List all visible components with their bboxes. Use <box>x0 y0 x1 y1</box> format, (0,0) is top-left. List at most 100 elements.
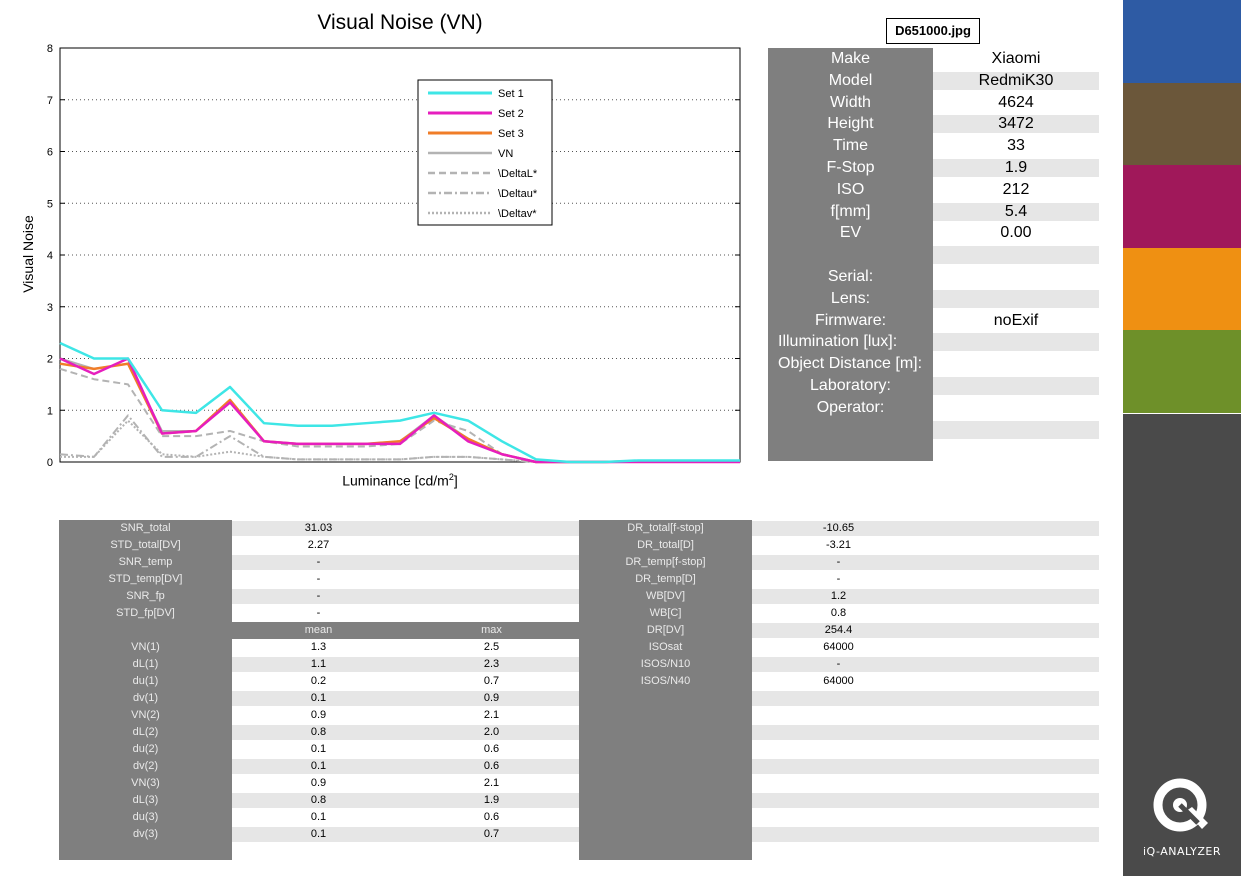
cell-value: 2.0 <box>483 726 500 738</box>
row-label: SNR_total <box>120 522 171 534</box>
table-row: VN(2) 0.9 2.1 <box>59 707 579 724</box>
exif-row: ISO 212 <box>768 179 1099 201</box>
row-label: ISOS/N40 <box>640 675 691 687</box>
table-row: DR[DV] 254.4 <box>579 622 1099 639</box>
row-stripe <box>752 589 1099 604</box>
row-label: SNR_fp <box>126 590 165 602</box>
row-label: dv(3) <box>132 828 159 840</box>
exif-row: EV 0.00 <box>768 222 1099 244</box>
table-row <box>579 809 1099 826</box>
row-label: VN(2) <box>131 709 160 721</box>
y-tick-label: 7 <box>47 95 53 107</box>
y-tick-label: 3 <box>47 302 53 314</box>
exif-row: Object Distance [m]: <box>768 353 1099 375</box>
row-label: ISOsat <box>648 641 683 653</box>
y-tick-label: 8 <box>47 43 53 55</box>
exif-value: 4624 <box>998 93 1034 111</box>
y-tick-label: 1 <box>47 405 53 417</box>
cell-value: 64000 <box>823 675 854 687</box>
left-table-header-band <box>232 622 579 639</box>
exif-key: Serial: <box>827 268 874 285</box>
cell-value: 0.9 <box>310 709 327 721</box>
cell-value: 0.1 <box>310 743 327 755</box>
row-stripe <box>232 827 579 842</box>
cell-value: 2.5 <box>483 641 500 653</box>
cell-value: 2.3 <box>483 658 500 670</box>
exif-value: 3472 <box>933 115 1099 134</box>
row-stripe <box>752 691 1099 706</box>
cell-value: 2.1 <box>483 709 500 721</box>
exif-value <box>933 355 1099 373</box>
exif-row: Time 33 <box>768 135 1099 157</box>
exif-key <box>768 244 933 266</box>
exif-value: 0.00 <box>1000 224 1032 242</box>
table-row: dL(1) 1.1 2.3 <box>59 656 579 673</box>
exif-key: F-Stop <box>826 159 875 176</box>
row-label: STD_fp[DV] <box>116 607 175 619</box>
row-stripe <box>752 793 1099 808</box>
color-swatch <box>1123 247 1241 331</box>
exif-key: Laboratory: <box>810 377 891 394</box>
y-tick-label: 2 <box>47 354 53 366</box>
row-label: STD_total[DV] <box>110 539 181 551</box>
x-axis-label: Luminance [cd/m2] <box>60 472 740 489</box>
exif-key: f[mm] <box>830 202 871 220</box>
table-row: WB[C] 0.8 <box>579 605 1099 622</box>
row-stripe <box>232 691 579 706</box>
row-label: ISOS/N10 <box>640 658 691 670</box>
table-row: du(3) 0.1 0.6 <box>59 809 579 826</box>
color-swatch <box>1123 165 1241 248</box>
exif-value: Xiaomi <box>991 50 1041 67</box>
legend-label: Set 3 <box>498 128 524 140</box>
cell-value: 0.9 <box>310 777 327 789</box>
exif-key: Operator: <box>816 398 885 416</box>
cell-value: 1.1 <box>310 658 327 670</box>
exif-key: Firmware: <box>814 311 887 329</box>
series-line-set-1 <box>59 341 740 464</box>
row-label: dL(1) <box>132 658 159 670</box>
exif-value <box>933 246 1099 265</box>
exif-row: Model RedmiK30 <box>768 70 1099 92</box>
exif-value <box>933 399 1099 417</box>
table-row: dv(1) 0.1 0.9 <box>59 690 579 707</box>
legend-label: \DeltaL* <box>498 168 538 180</box>
row-label: dv(2) <box>132 760 159 772</box>
exif-value: 1.9 <box>933 159 1099 177</box>
exif-value <box>933 420 1099 439</box>
x-axis-label-superscript: 2 <box>448 472 454 482</box>
cell-value: 0.7 <box>483 675 500 687</box>
row-label: du(2) <box>132 743 159 755</box>
left-table-label-column <box>59 520 232 860</box>
exif-value <box>933 289 1099 308</box>
cell-value: 0.6 <box>483 743 500 755</box>
y-tick-label: 5 <box>47 198 53 210</box>
table-row: STD_total[DV] 2.27 <box>59 537 579 554</box>
color-swatch <box>1123 330 1241 413</box>
exif-key <box>768 419 933 441</box>
x-axis-label-text: Luminance [cd/m <box>342 472 449 489</box>
exif-value <box>933 333 1099 352</box>
exif-value: 33 <box>1007 137 1025 155</box>
row-label: VN(3) <box>131 777 160 789</box>
row-label: SNR_temp <box>118 556 173 568</box>
table-row: VN(1) 1.3 2.5 <box>59 639 579 656</box>
exif-value: noExif <box>993 311 1039 329</box>
exif-row: F-Stop 1.9 <box>768 157 1099 179</box>
exif-key: Illumination [lux]: <box>778 333 898 351</box>
row-stripe <box>232 555 579 570</box>
table-row: STD_temp[DV] - <box>59 571 579 588</box>
table-row: SNR_total 31.03 <box>59 520 579 537</box>
cell-value: - <box>836 658 841 670</box>
cell-value: max <box>481 624 502 636</box>
row-label: dv(1) <box>132 692 159 704</box>
exif-row: Illumination [lux]: <box>768 331 1099 353</box>
exif-row: Firmware: noExif <box>768 310 1099 332</box>
cell-value: 0.1 <box>310 811 327 823</box>
cell-value: 2.27 <box>307 539 330 551</box>
row-stripe <box>232 793 579 808</box>
table-row: du(2) 0.1 0.6 <box>59 741 579 758</box>
exif-row: Height 3472 <box>768 113 1099 135</box>
cell-value: 2.1 <box>483 777 500 789</box>
y-tick-label: 6 <box>47 147 53 159</box>
cell-value: 0.1 <box>310 760 327 772</box>
